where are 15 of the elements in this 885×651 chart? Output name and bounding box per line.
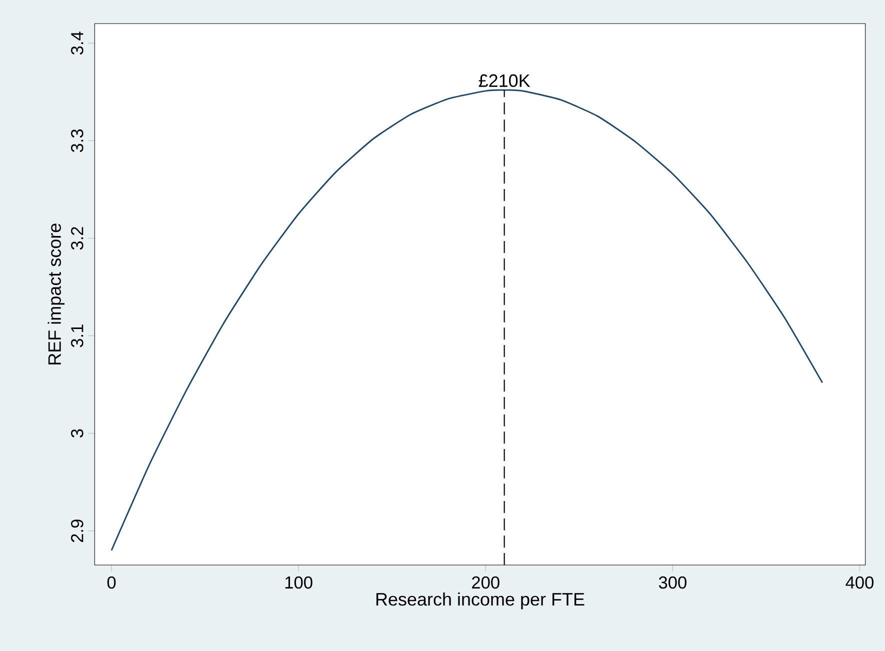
- y-tick-label: 3.3: [71, 129, 84, 152]
- y-tick-label: 3.2: [71, 227, 84, 250]
- x-tick-label: 200: [472, 576, 500, 589]
- x-axis-title: Research income per FTE: [376, 592, 584, 610]
- ref-line-label: £210K: [478, 74, 530, 88]
- y-tick-label: 3: [71, 429, 84, 438]
- y-tick-label: 2.9: [71, 520, 84, 542]
- x-tick-label: 0: [107, 576, 116, 589]
- line-series: [110, 89, 824, 552]
- x-tick-label: 100: [285, 576, 312, 589]
- x-tick-label: 400: [846, 576, 874, 589]
- y-tick-label: 3.4: [71, 32, 84, 55]
- x-tick-label: 300: [658, 576, 686, 589]
- y-axis-title: REF impact score: [48, 224, 65, 364]
- y-tick-label: 3.1: [71, 324, 84, 348]
